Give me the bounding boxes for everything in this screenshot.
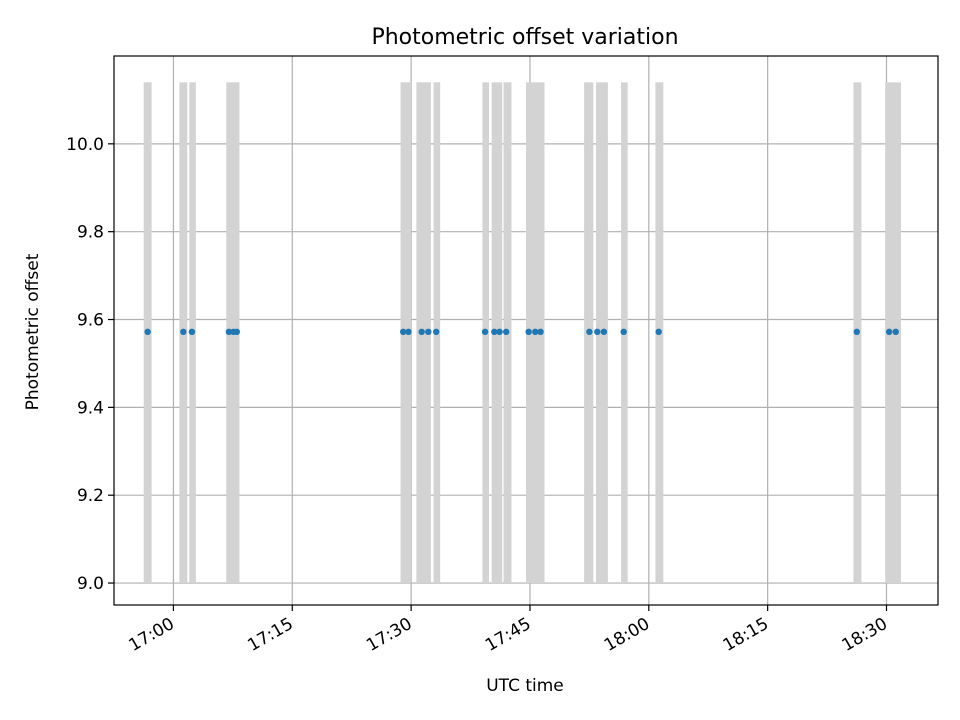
data-point	[853, 328, 860, 336]
data-point	[892, 328, 899, 336]
data-point	[425, 328, 432, 336]
data-point	[885, 328, 893, 336]
y-axis-ticks: 9.0 9.2 9.4 9.6 9.8 10.0	[66, 135, 114, 594]
plot-frame	[113, 55, 939, 606]
data-point	[225, 328, 233, 336]
y-tick-label: 9.8	[77, 223, 104, 243]
chart-title: Photometric offset variation	[371, 25, 678, 50]
data-point	[525, 328, 532, 336]
data-point	[600, 328, 608, 336]
data-point	[233, 328, 241, 336]
data-points	[144, 328, 899, 336]
data-point	[586, 328, 593, 336]
data-point	[433, 328, 440, 336]
data-point	[180, 328, 187, 336]
data-point	[655, 328, 662, 336]
data-point	[188, 328, 196, 336]
data-point	[405, 328, 412, 336]
data-point	[144, 328, 151, 336]
y-tick-label: 9.2	[77, 486, 104, 506]
data-point	[532, 328, 539, 336]
data-point	[491, 328, 498, 336]
data-point	[537, 328, 544, 336]
y-tick-label: 9.6	[77, 311, 104, 331]
data-point	[481, 328, 489, 336]
data-point	[496, 328, 503, 336]
data-point	[594, 328, 601, 336]
y-tick-label: 9.4	[77, 398, 104, 418]
y-axis-label: Photometric offset	[23, 253, 43, 410]
data-point	[620, 328, 627, 336]
data-point	[399, 328, 407, 336]
y-tick-label: 9.0	[77, 574, 104, 594]
y-tick-label: 10.0	[66, 135, 104, 155]
data-point	[418, 328, 425, 336]
x-axis-label: UTC time	[486, 676, 564, 696]
data-point	[502, 328, 510, 336]
